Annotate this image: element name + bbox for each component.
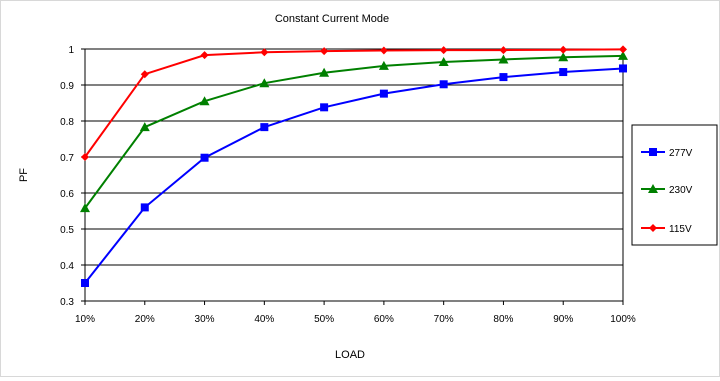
y-tick-label: 0.7 (60, 153, 74, 164)
series-line-277V (84, 67, 624, 284)
data-point-115V (439, 46, 448, 55)
x-tick-label: 50% (314, 314, 334, 325)
data-point-115V (379, 46, 388, 55)
x-axis-label: LOAD (335, 349, 365, 361)
x-tick-label: 40% (254, 314, 274, 325)
y-tick-label: 0.5 (60, 225, 74, 236)
data-point-115V (260, 48, 269, 57)
y-tick-label: 0.4 (60, 261, 74, 272)
data-point-115V (81, 153, 89, 161)
data-point-115V (320, 47, 329, 56)
y-tick-label: 0.3 (60, 297, 74, 308)
y-tick-label: 1 (68, 45, 74, 56)
data-point-230V (618, 50, 628, 60)
data-point-230V (259, 78, 270, 88)
series-line-115V (84, 48, 624, 158)
x-tick-label: 10% (75, 314, 95, 325)
x-tick-label: 60% (374, 314, 394, 325)
data-point-230V (558, 52, 569, 62)
legend-marker-277V (649, 148, 657, 156)
y-tick-label: 0.6 (60, 189, 74, 200)
data-point-115V (499, 46, 508, 55)
x-tick-label: 20% (135, 314, 155, 325)
data-point-277V (200, 153, 209, 162)
y-tick-label: 0.8 (60, 117, 74, 128)
x-tick-label: 100% (610, 314, 636, 325)
legend-marker-115V (649, 224, 657, 232)
data-point-230V (139, 122, 150, 132)
data-point-115V (619, 45, 627, 54)
y-axis-label: PF (18, 168, 30, 182)
data-point-230V (438, 56, 449, 66)
data-point-115V (559, 45, 568, 54)
data-point-277V (320, 103, 329, 112)
x-tick-label: 90% (553, 314, 573, 325)
data-point-277V (81, 279, 89, 287)
legend-marker-230V (648, 184, 658, 193)
data-point-277V (439, 80, 448, 89)
legend-box (631, 124, 718, 246)
data-point-230V (498, 54, 509, 64)
x-tick-label: 70% (434, 314, 454, 325)
data-point-277V (140, 203, 149, 212)
data-point-277V (379, 89, 388, 98)
data-point-277V (559, 68, 568, 77)
legend-label-277V: 277V (669, 148, 693, 159)
data-point-277V (499, 73, 508, 82)
x-tick-label: 30% (195, 314, 215, 325)
data-point-230V (319, 67, 330, 77)
plot-area (84, 48, 624, 302)
series-line-230V (84, 54, 624, 209)
legend-label-115V: 115V (669, 224, 692, 235)
x-tick-label: 80% (493, 314, 513, 325)
data-point-115V (200, 51, 209, 60)
legend-label-230V: 230V (669, 185, 693, 196)
chart-title: Constant Current Mode (275, 13, 389, 25)
y-tick-label: 0.9 (60, 81, 74, 92)
data-point-115V (140, 70, 149, 79)
data-point-230V (80, 203, 90, 213)
data-point-230V (199, 96, 210, 106)
data-point-277V (260, 123, 269, 132)
data-point-230V (378, 60, 389, 70)
data-point-277V (619, 64, 627, 73)
